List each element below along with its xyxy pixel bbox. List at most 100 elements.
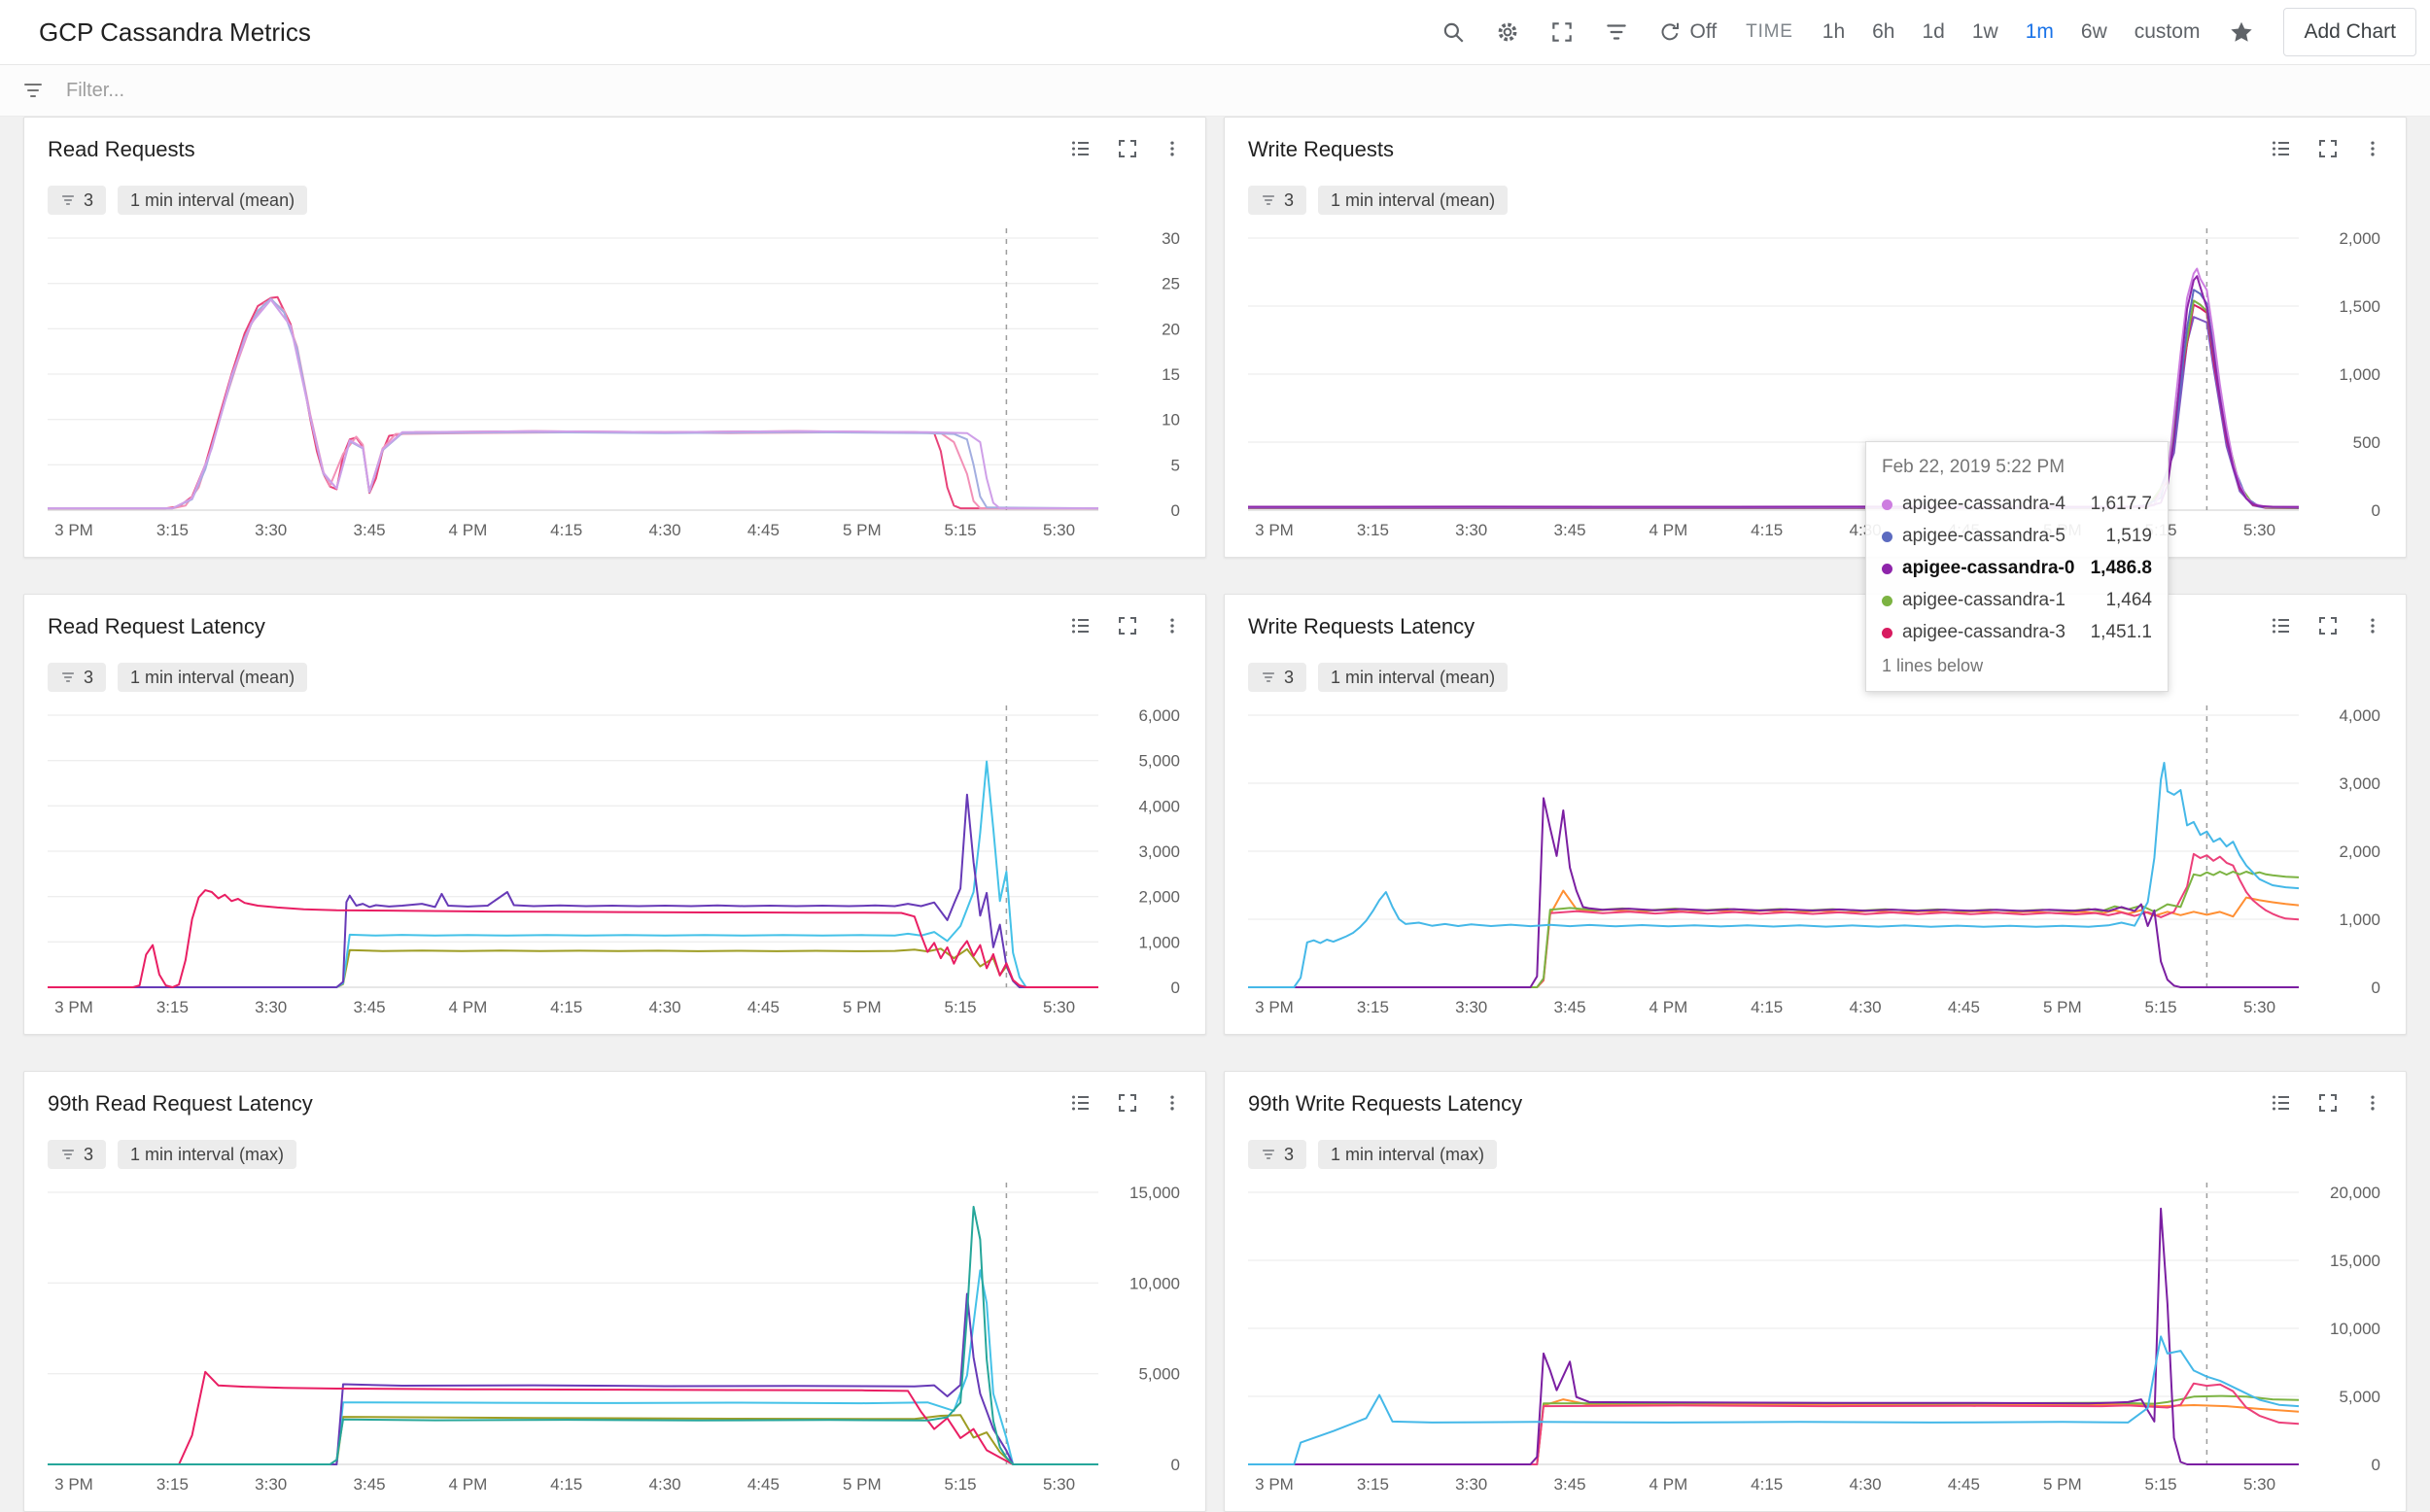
svg-text:5 PM: 5 PM [843,521,882,539]
chart-canvas[interactable]: 0 1,000 2,000 3,000 4,000 3 PM 3:15 3:30 3:45 4 P… [1248,705,2382,1020]
filter-input[interactable] [64,78,745,103]
interval-chip[interactable]: 1 min interval (mean) [1318,186,1509,215]
legend-list-icon[interactable] [2270,1091,2293,1115]
series-color-dot [1882,498,1892,510]
expand-chart-icon[interactable] [1116,137,1139,160]
interval-chip[interactable]: 1 min interval (mean) [118,663,308,692]
legend-list-icon[interactable] [1069,1091,1093,1115]
tooltip-rows: apigee-cassandra-4 1,617.7 apigee-cassandr… [1882,494,2152,643]
svg-text:4 PM: 4 PM [449,521,488,539]
svg-text:3 PM: 3 PM [1255,521,1294,539]
chart-plot[interactable]: 0 500 1,000 1,500 2,000 3 PM 3:15 3:30 3:45 4 PM 4… [1247,228,2382,543]
tooltip-row: apigee-cassandra-1 1,464 [1882,590,2152,611]
svg-text:5 PM: 5 PM [843,998,882,1016]
range-6w[interactable]: 6w [2080,20,2107,43]
interval-chip[interactable]: 1 min interval (max) [118,1140,297,1169]
kebab-menu-icon[interactable] [2363,1093,2382,1113]
chart-tooltip: Feb 22, 2019 5:22 PM apigee-cassandra-4 1… [1865,441,2169,692]
range-1w[interactable]: 1w [1971,20,1998,43]
time-range-group: 1h 6h 1d 1w 1m 6w custom [1822,20,2201,44]
interval-chip[interactable]: 1 min interval (max) [1318,1140,1498,1169]
filter-count-chip[interactable]: 3 [48,663,107,692]
legend-list-icon[interactable] [1069,137,1093,160]
chart-canvas[interactable]: 0 5 10 15 20 25 30 3 PM 3:15 3:30 3:45 4 PM 4:15 4:30… [48,228,1182,543]
svg-text:4 PM: 4 PM [1649,521,1688,539]
svg-text:3:15: 3:15 [156,998,189,1016]
chart-canvas[interactable]: 0 5,000 10,000 15,000 3 PM 3:15 3:30 3:45 4 PM 4:… [48,1183,1182,1497]
interval-label: 1 min interval (max) [130,1144,285,1164]
kebab-menu-icon[interactable] [1163,1093,1182,1113]
svg-text:3:15: 3:15 [156,521,189,539]
kebab-menu-icon[interactable] [2363,139,2382,158]
svg-text:10,000: 10,000 [2330,1320,2380,1338]
svg-text:0: 0 [2372,501,2380,520]
svg-text:4,000: 4,000 [2339,706,2380,725]
series-name: apigee-cassandra-0 [1902,558,2075,578]
svg-text:4 PM: 4 PM [1649,998,1688,1016]
legend-list-icon[interactable] [1069,614,1093,637]
range-6h[interactable]: 6h [1872,20,1895,43]
svg-text:4:30: 4:30 [649,521,681,539]
chart-plot[interactable]: 0 1,000 2,000 3,000 4,000 5,000 6,000 3 PM 3:15 3… [48,705,1182,1020]
add-chart-button[interactable]: Add Chart [2283,8,2416,56]
star-icon[interactable] [2229,19,2254,45]
svg-text:4 PM: 4 PM [449,998,488,1016]
kebab-menu-icon[interactable] [1163,616,1182,636]
refresh-icon [1658,20,1682,44]
chart-canvas[interactable]: 0 500 1,000 1,500 2,000 3 PM 3:15 3:30 3:45 4 PM 4… [1247,228,2382,543]
chart-plot[interactable]: 0 5,000 10,000 15,000 20,000 3 PM 3:15 3:30 3:45… [1248,1183,2382,1497]
range-custom[interactable]: custom [2134,20,2201,43]
chart-canvas[interactable]: 0 1,000 2,000 3,000 4,000 5,000 6,000 3 PM 3:15 3… [48,705,1182,1020]
svg-text:1,500: 1,500 [2339,297,2380,316]
filter-count-chip[interactable]: 3 [48,1140,107,1169]
interval-chip[interactable]: 1 min interval (mean) [118,186,308,215]
time-label: TIME [1746,21,1793,42]
kebab-menu-icon[interactable] [2363,616,2382,636]
legend-list-icon[interactable] [2270,614,2293,637]
expand-chart-icon[interactable] [2316,137,2340,160]
svg-text:2,000: 2,000 [1138,888,1180,907]
filter-count: 3 [1284,667,1295,687]
expand-chart-icon[interactable] [2316,1091,2340,1115]
legend-list-icon[interactable] [2270,137,2293,160]
range-1m[interactable]: 1m [2025,20,2054,43]
filter-count: 3 [84,1144,94,1164]
svg-text:4:15: 4:15 [1751,1475,1783,1494]
interval-chip[interactable]: 1 min interval (mean) [1318,663,1509,692]
svg-text:3:30: 3:30 [255,521,287,539]
auto-refresh-label: Off [1689,20,1718,43]
svg-text:2,000: 2,000 [2339,842,2380,861]
svg-text:4:15: 4:15 [550,521,582,539]
range-1d[interactable]: 1d [1922,20,1945,43]
expand-chart-icon[interactable] [1116,614,1139,637]
svg-text:3:45: 3:45 [354,521,386,539]
svg-text:4:45: 4:45 [1948,998,1980,1016]
tooltip-row: apigee-cassandra-0 1,486.8 [1882,558,2152,579]
filter-list-icon[interactable] [1604,19,1629,45]
svg-text:1,000: 1,000 [1138,933,1180,951]
svg-text:5:15: 5:15 [2145,998,2177,1016]
expand-chart-icon[interactable] [2316,614,2340,637]
chart-canvas[interactable]: 0 5,000 10,000 15,000 20,000 3 PM 3:15 3:30 3:45… [1248,1183,2382,1497]
tooltip-row: apigee-cassandra-3 1,451.1 [1882,622,2152,643]
kebab-menu-icon[interactable] [1163,139,1182,158]
auto-refresh-toggle[interactable]: Off [1658,20,1718,44]
range-1h[interactable]: 1h [1822,20,1846,43]
search-icon[interactable] [1441,19,1466,45]
fullscreen-icon[interactable] [1549,19,1575,45]
series-value: 1,519 [2105,526,2152,546]
filter-count-chip[interactable]: 3 [1248,663,1307,692]
svg-text:4:45: 4:45 [1948,1475,1980,1494]
settings-gear-icon[interactable] [1495,19,1520,45]
series-value: 1,617.7 [2090,494,2152,514]
svg-text:5:15: 5:15 [945,998,977,1016]
filter-count-chip[interactable]: 3 [1248,186,1307,215]
chart-plot[interactable]: 0 1,000 2,000 3,000 4,000 3 PM 3:15 3:30 3:45 4 P… [1248,705,2382,1020]
expand-chart-icon[interactable] [1116,1091,1139,1115]
filter-count-chip[interactable]: 3 [48,186,107,215]
series-name: apigee-cassandra-5 [1902,526,2066,546]
svg-text:3:30: 3:30 [1455,1475,1487,1494]
chart-plot[interactable]: 0 5,000 10,000 15,000 3 PM 3:15 3:30 3:45 4 PM 4:… [48,1183,1182,1497]
chart-plot[interactable]: 0 5 10 15 20 25 30 3 PM 3:15 3:30 3:45 4 PM 4:15 4:30… [48,228,1182,543]
filter-count-chip[interactable]: 3 [1248,1140,1307,1169]
